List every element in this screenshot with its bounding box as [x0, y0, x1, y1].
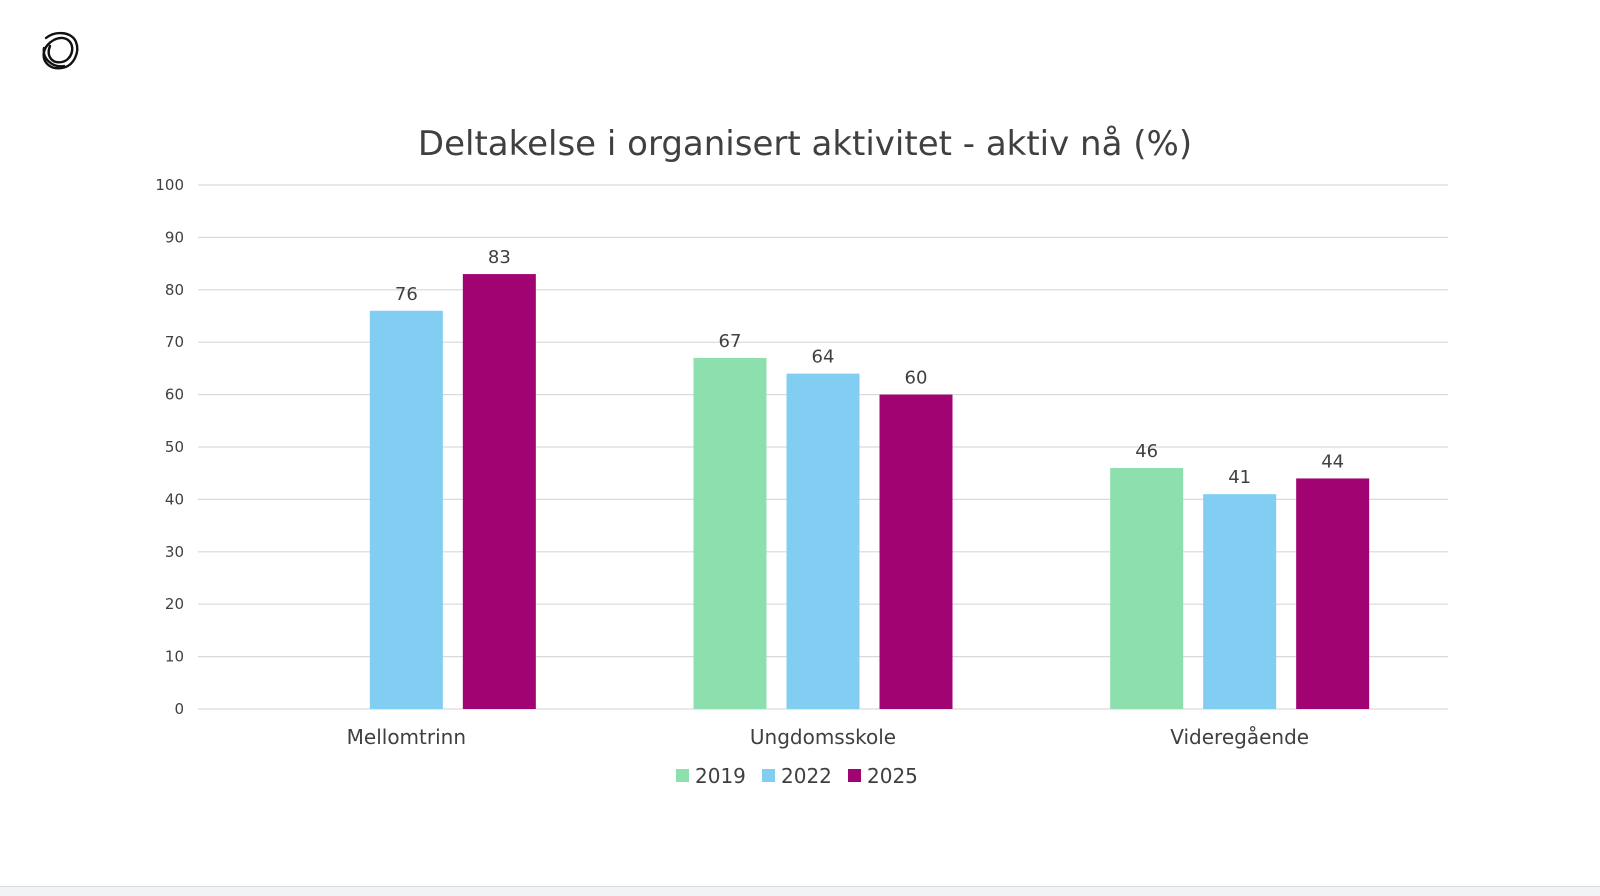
legend-item-2022[interactable]: 2022: [762, 764, 832, 788]
y-tick-label: 100: [155, 176, 184, 194]
knot-logo-icon: [42, 31, 79, 70]
data-label: 83: [488, 247, 511, 268]
y-tick-label: 80: [165, 281, 184, 299]
bar-2022-ungdomsskole[interactable]: [786, 373, 860, 709]
y-tick-label: 20: [165, 595, 184, 613]
y-tick-label: 50: [165, 438, 184, 456]
chart-title: Deltakelse i organisert aktivitet - akti…: [418, 124, 1192, 164]
y-tick-label: 30: [165, 543, 184, 561]
legend-label: 2025: [867, 764, 918, 788]
data-label: 64: [812, 347, 835, 368]
bars-layer: [369, 274, 1370, 709]
labels-layer: Mellomtrinn 76 83 Ungdomsskole 67 64 60 Videreg…: [347, 247, 1344, 749]
legend-swatch: [848, 769, 861, 782]
data-label: 44: [1321, 451, 1344, 472]
legend-swatch: [676, 769, 689, 782]
bar-2025-videregående[interactable]: [1296, 478, 1370, 709]
data-label: 67: [719, 331, 742, 352]
data-label: 76: [395, 284, 418, 305]
legend-item-2025[interactable]: 2025: [848, 764, 918, 788]
bar-2019-videregående[interactable]: [1110, 467, 1184, 709]
chart: Deltakelse i organisert aktivitet - akti…: [155, 124, 1448, 788]
legend-label: 2022: [781, 764, 832, 788]
data-label: 60: [905, 368, 928, 389]
legend[interactable]: 2019 2022 2025: [676, 764, 918, 788]
bar-2025-ungdomsskole[interactable]: [879, 394, 953, 709]
x-category-label: Mellomtrinn: [347, 725, 466, 749]
y-tick-label: 40: [165, 490, 184, 508]
bar-2019-ungdomsskole[interactable]: [693, 357, 767, 709]
y-tick-label: 90: [165, 228, 184, 246]
y-tick-label: 0: [174, 700, 184, 718]
y-tick-label: 60: [165, 386, 184, 404]
data-label: 41: [1228, 467, 1251, 488]
data-label: 46: [1135, 441, 1158, 462]
x-category-label: Ungdomsskole: [750, 725, 896, 749]
x-category-label: Videregående: [1170, 725, 1309, 749]
y-tick-label: 10: [165, 648, 184, 666]
bar-2022-videregående[interactable]: [1203, 494, 1277, 709]
legend-item-2019[interactable]: 2019: [676, 764, 746, 788]
bar-2025-mellomtrinn[interactable]: [462, 274, 536, 709]
bar-2022-mellomtrinn[interactable]: [369, 310, 443, 709]
footer-band: [0, 886, 1600, 896]
legend-swatch: [762, 769, 775, 782]
legend-label: 2019: [695, 764, 746, 788]
y-tick-label: 70: [165, 333, 184, 351]
